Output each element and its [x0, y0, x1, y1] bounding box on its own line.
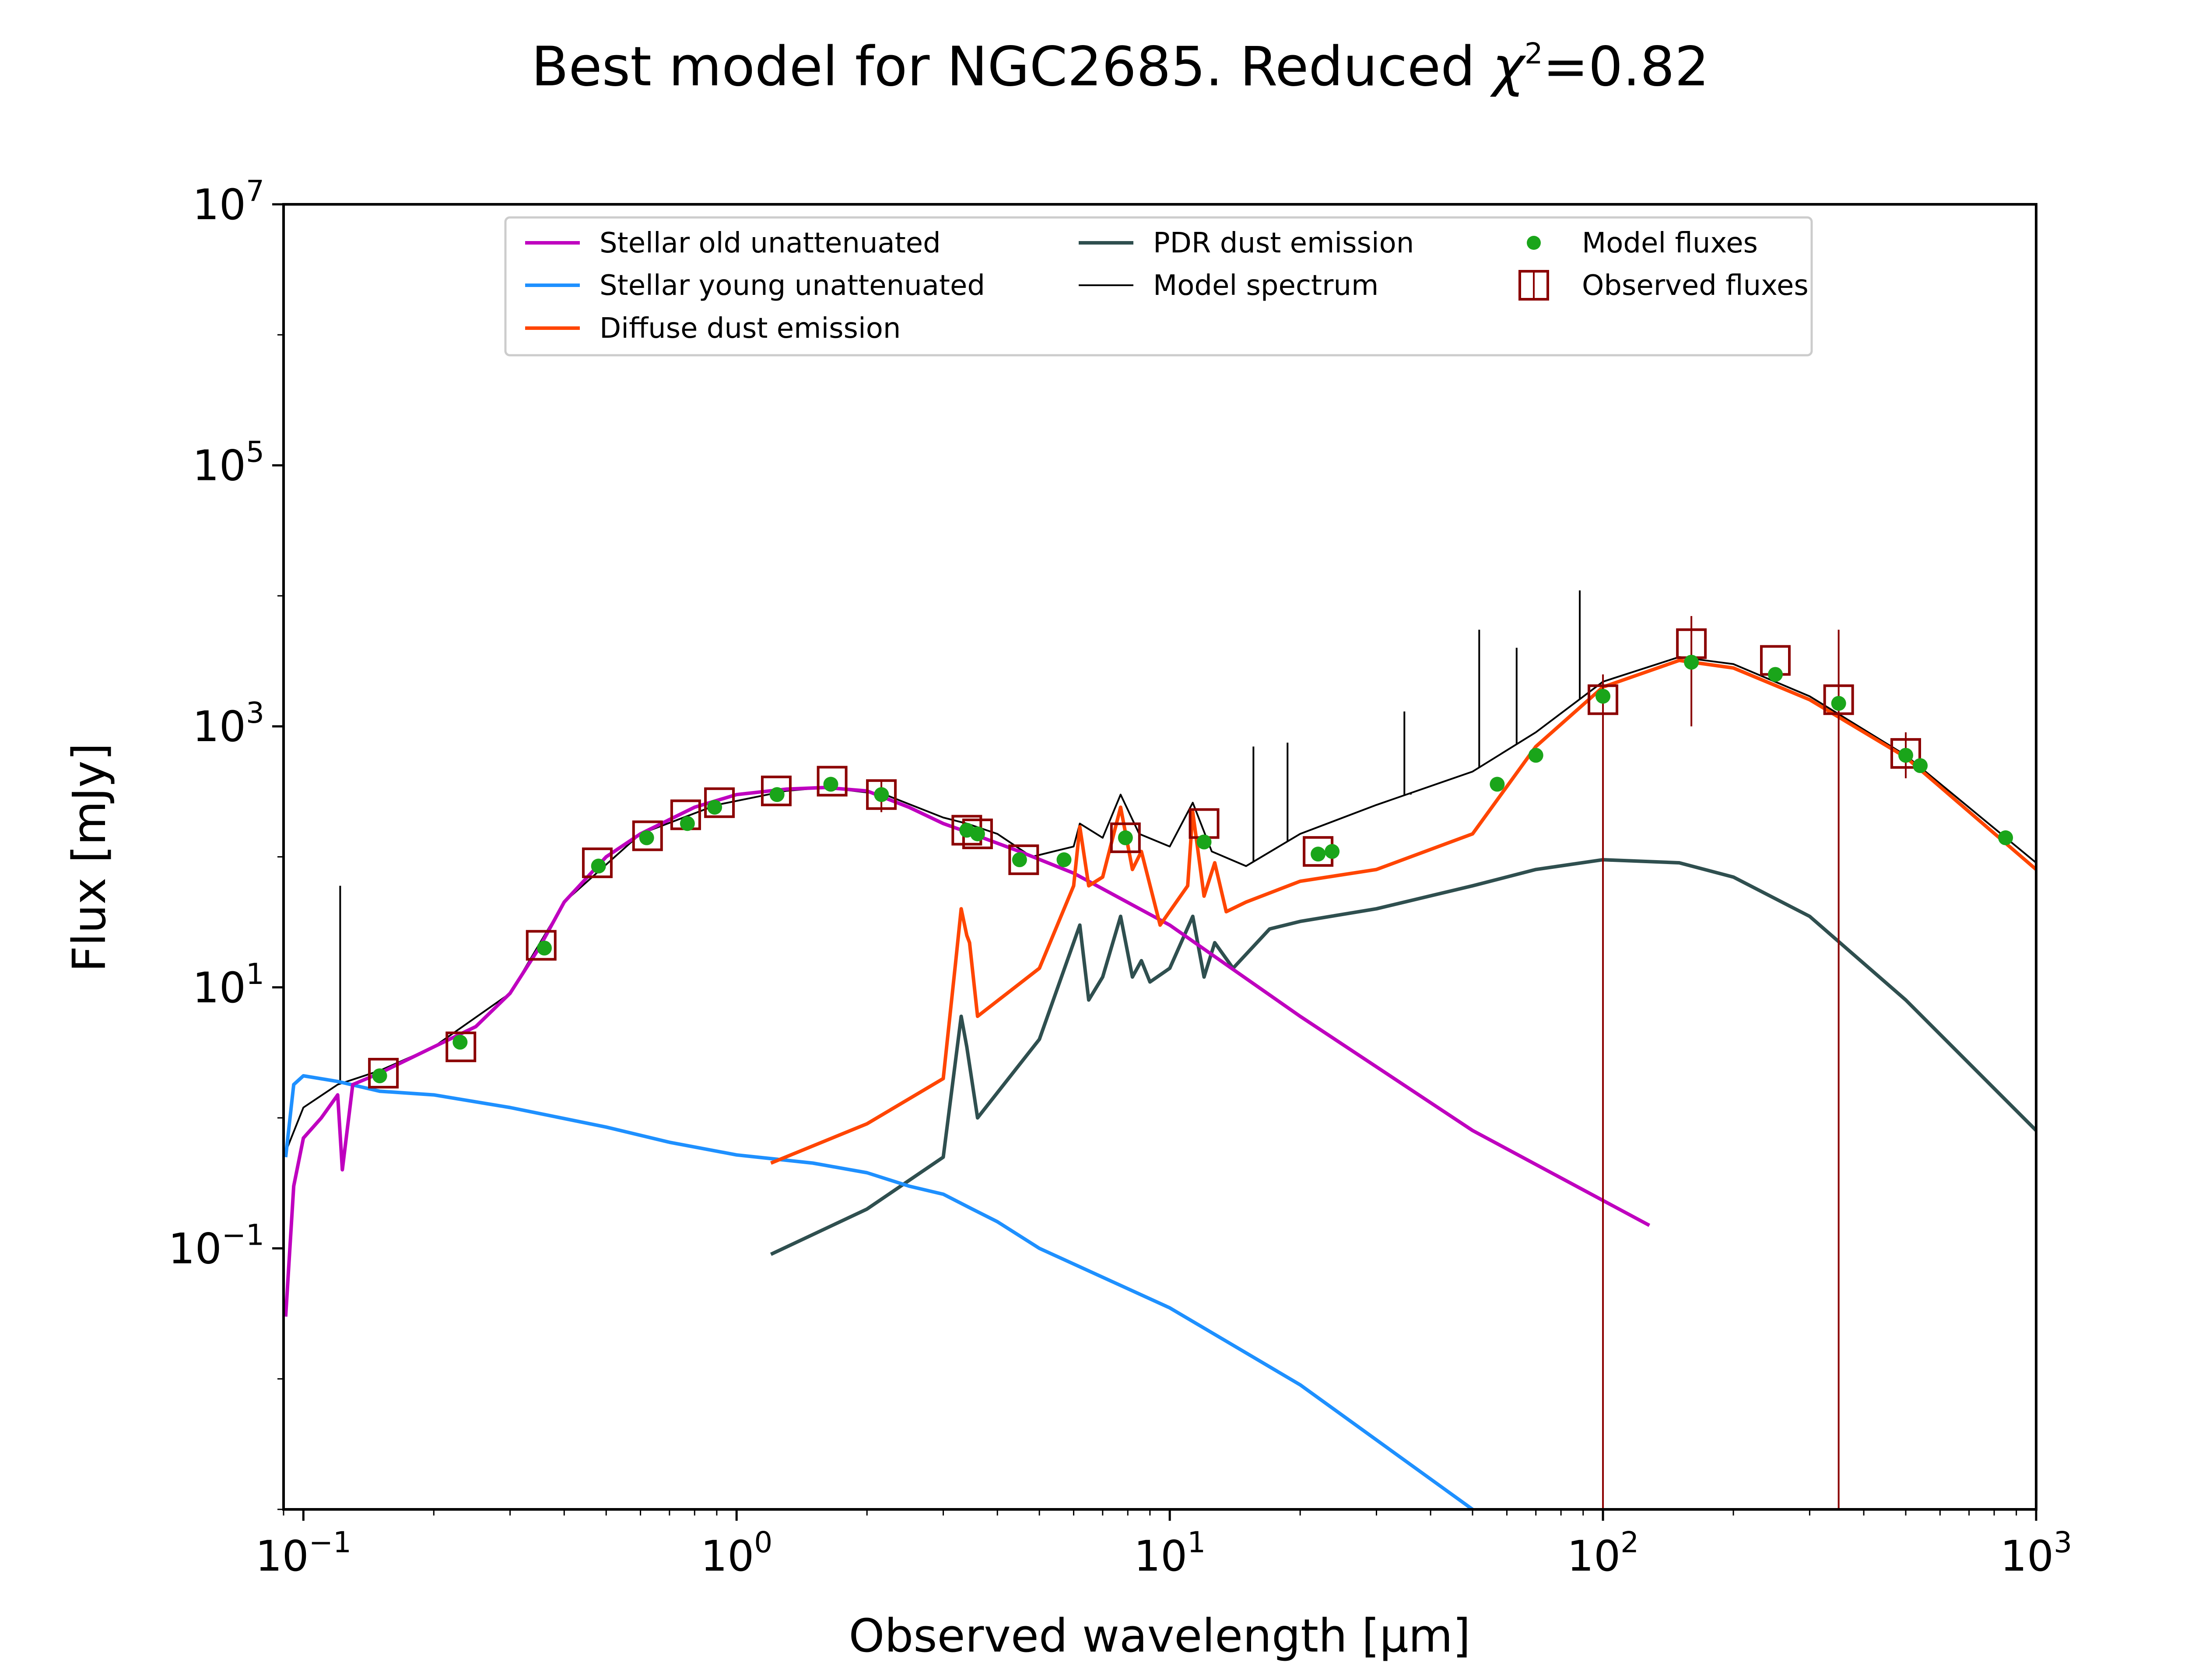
y-tick-label-0: 10−1 — [168, 1218, 264, 1273]
observed-flux-point — [1890, 738, 1922, 769]
observed-flux-point — [761, 775, 792, 806]
observed-flux-point — [704, 787, 735, 818]
legend-item-model-spectrum: Model spectrum — [1079, 270, 1378, 302]
legend-box — [504, 216, 1813, 357]
model-flux-point — [1325, 844, 1340, 859]
legend-item-stellar-young-unattenuated: Stellar young unattenuated — [525, 270, 985, 302]
observed-flux-point — [817, 766, 848, 797]
legend-swatch — [1527, 236, 1541, 250]
y-tick-label-2: 103 — [193, 696, 264, 751]
legend-item-diffuse-dust-emission: Diffuse dust emission — [525, 312, 901, 345]
series-line-stellar-young-unattenuated — [284, 1074, 1474, 1511]
observed-flux-point — [582, 847, 613, 878]
legend-label: Stellar old unattenuated — [600, 227, 941, 259]
observed-flux-point — [866, 779, 897, 810]
observed-flux-point — [526, 930, 557, 961]
model-flux-point — [769, 787, 785, 802]
legend-label: Model fluxes — [1582, 227, 1758, 259]
model-flux-point — [874, 787, 889, 802]
model-flux-point — [707, 800, 722, 815]
y-tick-label-1: 101 — [193, 957, 264, 1012]
chart-title: Best model for NGC2685. Reduced χ2=0.82 — [531, 35, 1709, 98]
model-flux-point — [1490, 777, 1505, 792]
legend-item-stellar-old-unattenuated: Stellar old unattenuated — [525, 227, 941, 259]
model-flux-point — [1998, 830, 2013, 845]
observed-flux-point — [368, 1057, 399, 1088]
model-flux-point — [372, 1068, 387, 1083]
model-flux-point — [1913, 758, 1928, 773]
model-flux-point — [1012, 852, 1027, 868]
y-tick-label-3: 105 — [193, 435, 264, 490]
legend-item-pdr-dust-emission: PDR dust emission — [1079, 227, 1414, 259]
model-flux-point — [1684, 654, 1699, 670]
model-flux-point — [1595, 689, 1611, 704]
observed-flux-point — [632, 820, 663, 851]
plot-area — [283, 590, 2037, 1511]
x-tick-label-2: 101 — [1134, 1526, 1206, 1581]
x-tick-label-3: 102 — [1567, 1526, 1639, 1581]
observed-flux-point — [1823, 684, 1854, 715]
series-line-diffuse-dust-emission — [770, 658, 2037, 1165]
x-tick-label-0: 10−1 — [256, 1526, 351, 1581]
x-axis-ticks: 10−1 100 101 102 103 — [256, 1509, 2072, 1581]
model-flux-point — [639, 830, 654, 845]
legend-label: Observed fluxes — [1582, 270, 1809, 302]
y-axis-ticks: 10−1 101 103 105 107 — [168, 174, 284, 1510]
legend-label: Model spectrum — [1153, 270, 1378, 302]
model-flux-point — [1528, 748, 1543, 763]
model-flux-point — [1768, 667, 1783, 682]
x-axis-label: Observed wavelength [μm] — [849, 1609, 1471, 1662]
model-flux-point — [970, 826, 985, 841]
model-flux-point — [536, 941, 552, 956]
model-flux-point — [823, 777, 838, 792]
model-flux-point — [452, 1035, 468, 1050]
x-tick-label-1: 100 — [701, 1526, 772, 1581]
model-flux-point — [680, 816, 695, 831]
legend-item-observed-fluxes: Observed fluxes — [1518, 270, 1809, 302]
observed-flux-point — [1008, 844, 1039, 875]
model-flux-point — [1311, 847, 1326, 862]
legend-label: PDR dust emission — [1153, 227, 1414, 259]
model-flux-point — [1056, 852, 1072, 868]
legend: Stellar old unattenuated Stellar young un… — [504, 216, 1813, 357]
series-line-pdr-dust-emission — [770, 858, 2037, 1256]
y-axis-label: Flux [mJy] — [63, 743, 116, 972]
observed-flux-point — [1110, 822, 1141, 853]
x-tick-label-4: 103 — [2000, 1526, 2072, 1581]
legend-label: Diffuse dust emission — [600, 312, 901, 345]
observed-flux-point — [445, 1031, 477, 1062]
model-flux-point — [1196, 834, 1212, 850]
model-flux-point — [591, 858, 606, 874]
model-flux-point — [1898, 748, 1914, 763]
model-flux-point — [1831, 696, 1846, 711]
legend-label: Stellar young unattenuated — [600, 270, 985, 302]
legend-item-model-fluxes: Model fluxes — [1527, 227, 1758, 259]
model-flux-point — [1118, 830, 1133, 845]
observed-flux-point — [1588, 684, 1619, 715]
y-tick-label-4: 107 — [193, 174, 264, 229]
